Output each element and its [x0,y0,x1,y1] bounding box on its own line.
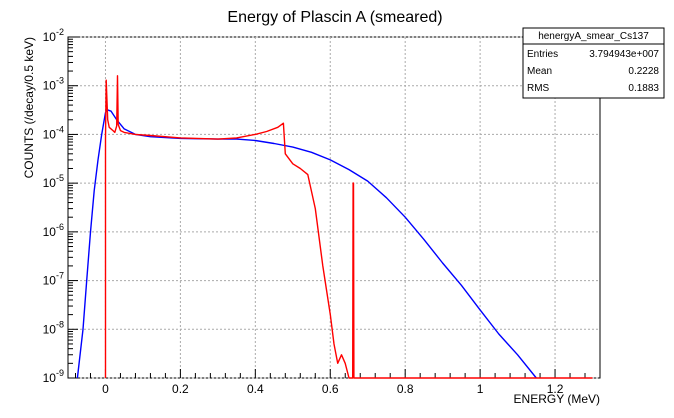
y-tick-label: 10-3 [43,76,64,93]
x-ticks: 0 0.2 0.4 0.6 0.8 1 1.2 [74,369,586,396]
y-tick-label: 10-5 [43,173,64,190]
stats-entries-value: 3.794943e+007 [589,49,659,60]
x-tick-label: 0.6 [322,382,339,396]
series-group [76,75,593,379]
x-tick-label: 0.2 [172,382,189,396]
y-tick-label: 10-7 [43,271,64,288]
x-tick-label: 1 [477,382,484,396]
x-tick-label: 0.4 [247,382,264,396]
series-line-2 [104,75,593,379]
stats-box: henergyA_smear_Cs137 Entries 3.794943e+0… [522,27,665,99]
x-tick-label: 1.2 [547,382,564,396]
stats-box-frame [522,27,665,99]
y-tick-label: 10-4 [43,124,64,141]
x-tick-label: 0 [102,382,109,396]
y-tick-label: 10-9 [43,368,64,385]
chart-title: Energy of Plascin A (smeared) [227,9,442,26]
y-tick-label: 10-6 [43,222,64,239]
y-axis-title: COUNTS (/decay/0.5 keV) [22,37,36,178]
series-line-1 [76,109,537,379]
stats-rms-value: 0.1883 [628,83,659,94]
stats-box-name: henergyA_smear_Cs137 [538,31,649,42]
stats-mean-value: 0.2228 [628,66,659,77]
x-tick-label: 0.8 [397,382,414,396]
y-ticks: 10-9 10-8 10-7 10-6 10-5 10-4 10-3 10-2 [43,27,78,385]
x-axis-title: ENERGY (MeV) [514,392,600,406]
y-tick-label: 10-8 [43,319,64,336]
stats-rms-label: RMS [527,83,550,94]
stats-entries-label: Entries [527,49,558,60]
stats-mean-label: Mean [527,66,552,77]
y-tick-label: 10-2 [43,27,64,44]
